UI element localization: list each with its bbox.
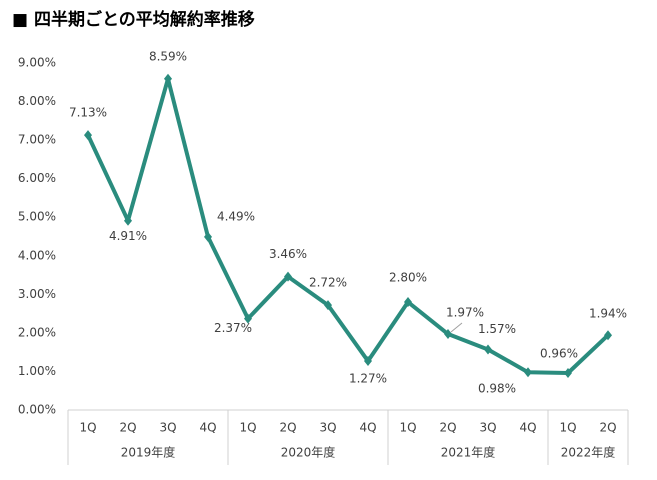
y-tick-label: 3.00% — [18, 287, 56, 301]
data-label: 1.27% — [349, 372, 387, 386]
marker — [324, 300, 332, 311]
y-tick-label: 5.00% — [18, 210, 56, 224]
x-tick-label: 1Q — [399, 421, 416, 435]
x-tick-label: 2Q — [439, 421, 456, 435]
x-tick-label: 1Q — [239, 421, 256, 435]
x-tick-label: 1Q — [79, 421, 96, 435]
marker — [404, 297, 412, 308]
x-tick-label: 4Q — [359, 421, 376, 435]
data-label: 4.91% — [109, 229, 147, 243]
data-label: 2.80% — [389, 271, 427, 285]
x-tick-label: 1Q — [559, 421, 576, 435]
marker — [284, 271, 292, 282]
group-label: 2021年度 — [441, 445, 496, 460]
marker — [484, 344, 492, 355]
marker — [364, 356, 372, 367]
chart-title: ■ 四半期ごとの平均解約率推移 — [12, 9, 255, 30]
x-tick-label: 3Q — [159, 421, 176, 435]
data-label: 0.96% — [540, 346, 578, 360]
group-label: 2022年度 — [561, 445, 616, 460]
y-tick-label: 7.00% — [18, 133, 56, 147]
marker — [84, 130, 92, 141]
data-label: 4.49% — [217, 209, 255, 223]
x-tick-label: 3Q — [479, 421, 496, 435]
y-tick-label: 6.00% — [18, 171, 56, 185]
x-tick-label: 4Q — [519, 421, 536, 435]
y-tick-label: 0.00% — [18, 403, 56, 417]
group-label: 2020年度 — [281, 445, 336, 460]
x-tick-label: 2Q — [599, 421, 616, 435]
marker — [164, 73, 172, 84]
y-tick-label: 9.00% — [18, 56, 56, 70]
x-tick-label: 3Q — [319, 421, 336, 435]
line — [86, 76, 610, 375]
marker — [204, 231, 212, 242]
data-label: 1.97% — [446, 306, 484, 320]
marker — [444, 329, 452, 340]
marker — [604, 330, 612, 341]
y-tick-label: 1.00% — [18, 364, 56, 378]
x-tick-label: 4Q — [199, 421, 216, 435]
x-tick-label: 2Q — [119, 421, 136, 435]
marker — [244, 313, 252, 324]
data-label: 2.37% — [214, 321, 252, 335]
marker — [564, 367, 572, 378]
y-tick-label: 4.00% — [18, 248, 56, 262]
data-label: 1.57% — [478, 322, 516, 336]
data-label: 3.46% — [269, 247, 307, 261]
y-tick-label: 2.00% — [18, 325, 56, 339]
data-label: 7.13% — [69, 106, 107, 120]
leader-line — [450, 322, 463, 333]
marker — [124, 215, 132, 226]
x-tick-label: 2Q — [279, 421, 296, 435]
marker — [524, 367, 532, 378]
y-tick-label: 8.00% — [18, 94, 56, 108]
data-label: 1.94% — [589, 307, 627, 321]
data-label: 2.72% — [309, 276, 347, 290]
data-label: 0.98% — [478, 382, 516, 396]
data-label: 8.59% — [149, 49, 187, 63]
group-label: 2019年度 — [121, 445, 176, 460]
